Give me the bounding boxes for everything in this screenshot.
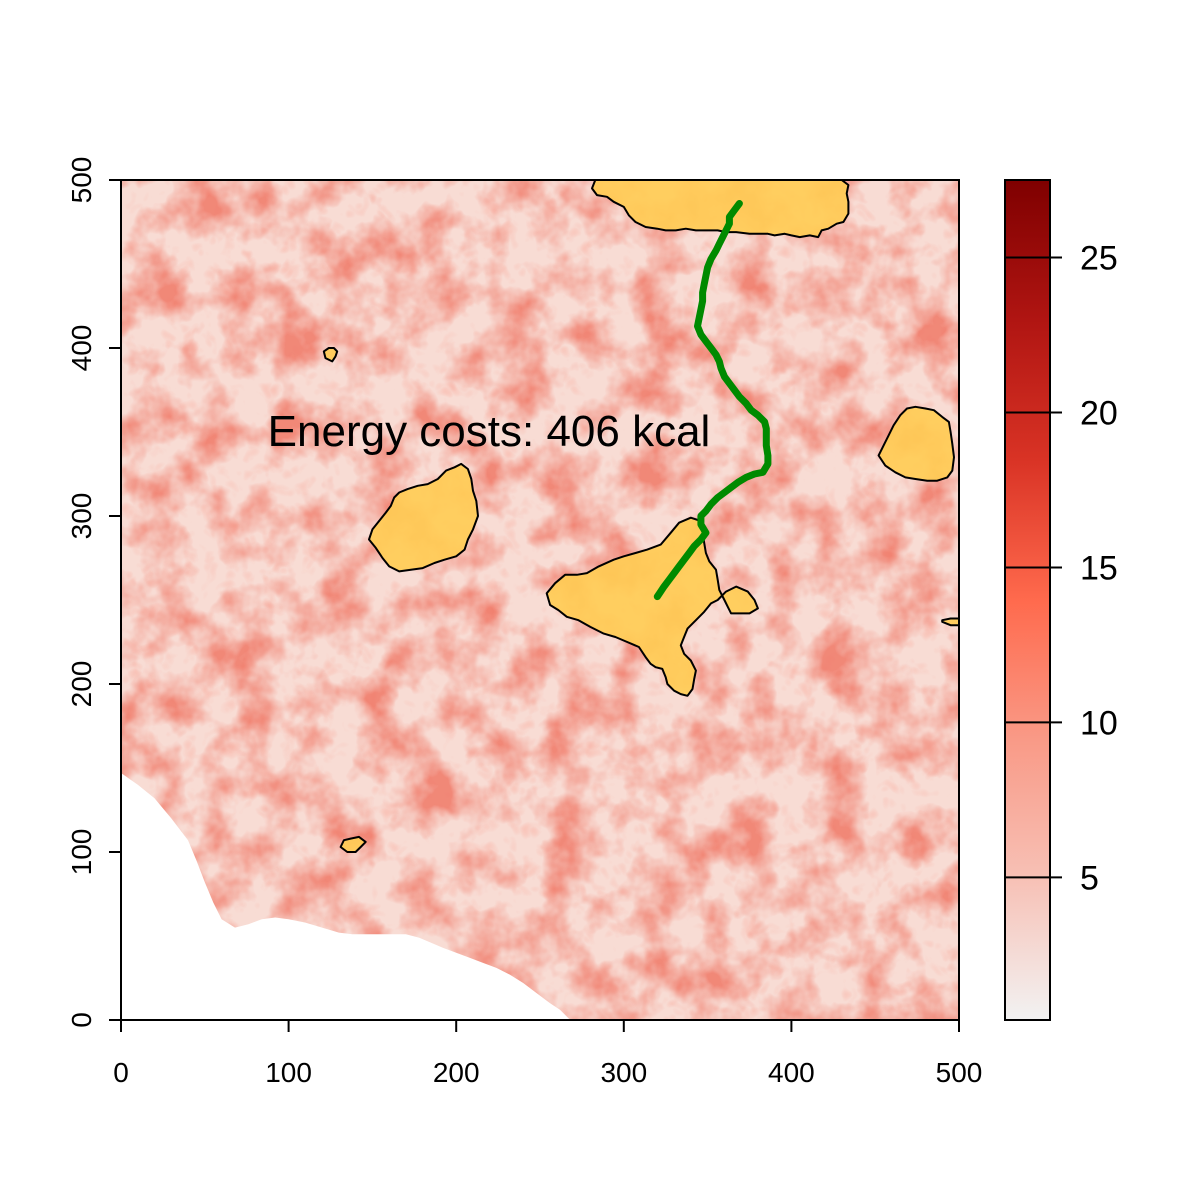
x-tick-label: 0 — [113, 1057, 129, 1088]
y-tick-label: 500 — [66, 157, 97, 204]
patch-edge-e — [941, 617, 959, 627]
colorbar-tick-label: 10 — [1080, 704, 1118, 742]
y-axis: 0 100 200 300 400 500 — [66, 157, 122, 1028]
y-tick-label: 100 — [66, 829, 97, 876]
y-tick-label: 400 — [66, 325, 97, 372]
colorbar-border — [1004, 179, 1051, 1021]
raster-area — [121, 180, 959, 1020]
colorbar-tick-label: 25 — [1080, 239, 1118, 277]
patch-east — [877, 405, 955, 482]
colorbar-tick-label: 15 — [1080, 549, 1118, 587]
cost-raster-texture — [121, 180, 959, 1020]
x-tick-label: 300 — [600, 1057, 647, 1088]
colorbar-tick-label: 20 — [1080, 394, 1118, 432]
patch-west — [368, 462, 479, 573]
no-data-region — [121, 773, 571, 1020]
colorbar-legend: 5 10 15 20 25 — [1004, 179, 1118, 1021]
least-cost-route — [653, 200, 772, 601]
patch-small-nw — [322, 347, 339, 363]
patch-north — [591, 180, 850, 239]
patch-small-sw — [339, 835, 367, 853]
patch-centre — [545, 516, 759, 697]
x-axis: 0 100 200 300 400 500 — [113, 1019, 983, 1088]
x-tick-label: 400 — [768, 1057, 815, 1088]
y-tick-label: 200 — [66, 661, 97, 708]
x-tick-label: 500 — [936, 1057, 983, 1088]
x-tick-label: 200 — [433, 1057, 480, 1088]
y-tick-label: 0 — [66, 1012, 97, 1028]
x-tick-label: 100 — [265, 1057, 312, 1088]
colorbar-tick-label: 5 — [1080, 859, 1099, 897]
energy-cost-annotation: Energy costs: 406 kcal — [268, 407, 711, 456]
y-tick-label: 300 — [66, 493, 97, 540]
colorbar-gradient — [1005, 180, 1050, 1020]
